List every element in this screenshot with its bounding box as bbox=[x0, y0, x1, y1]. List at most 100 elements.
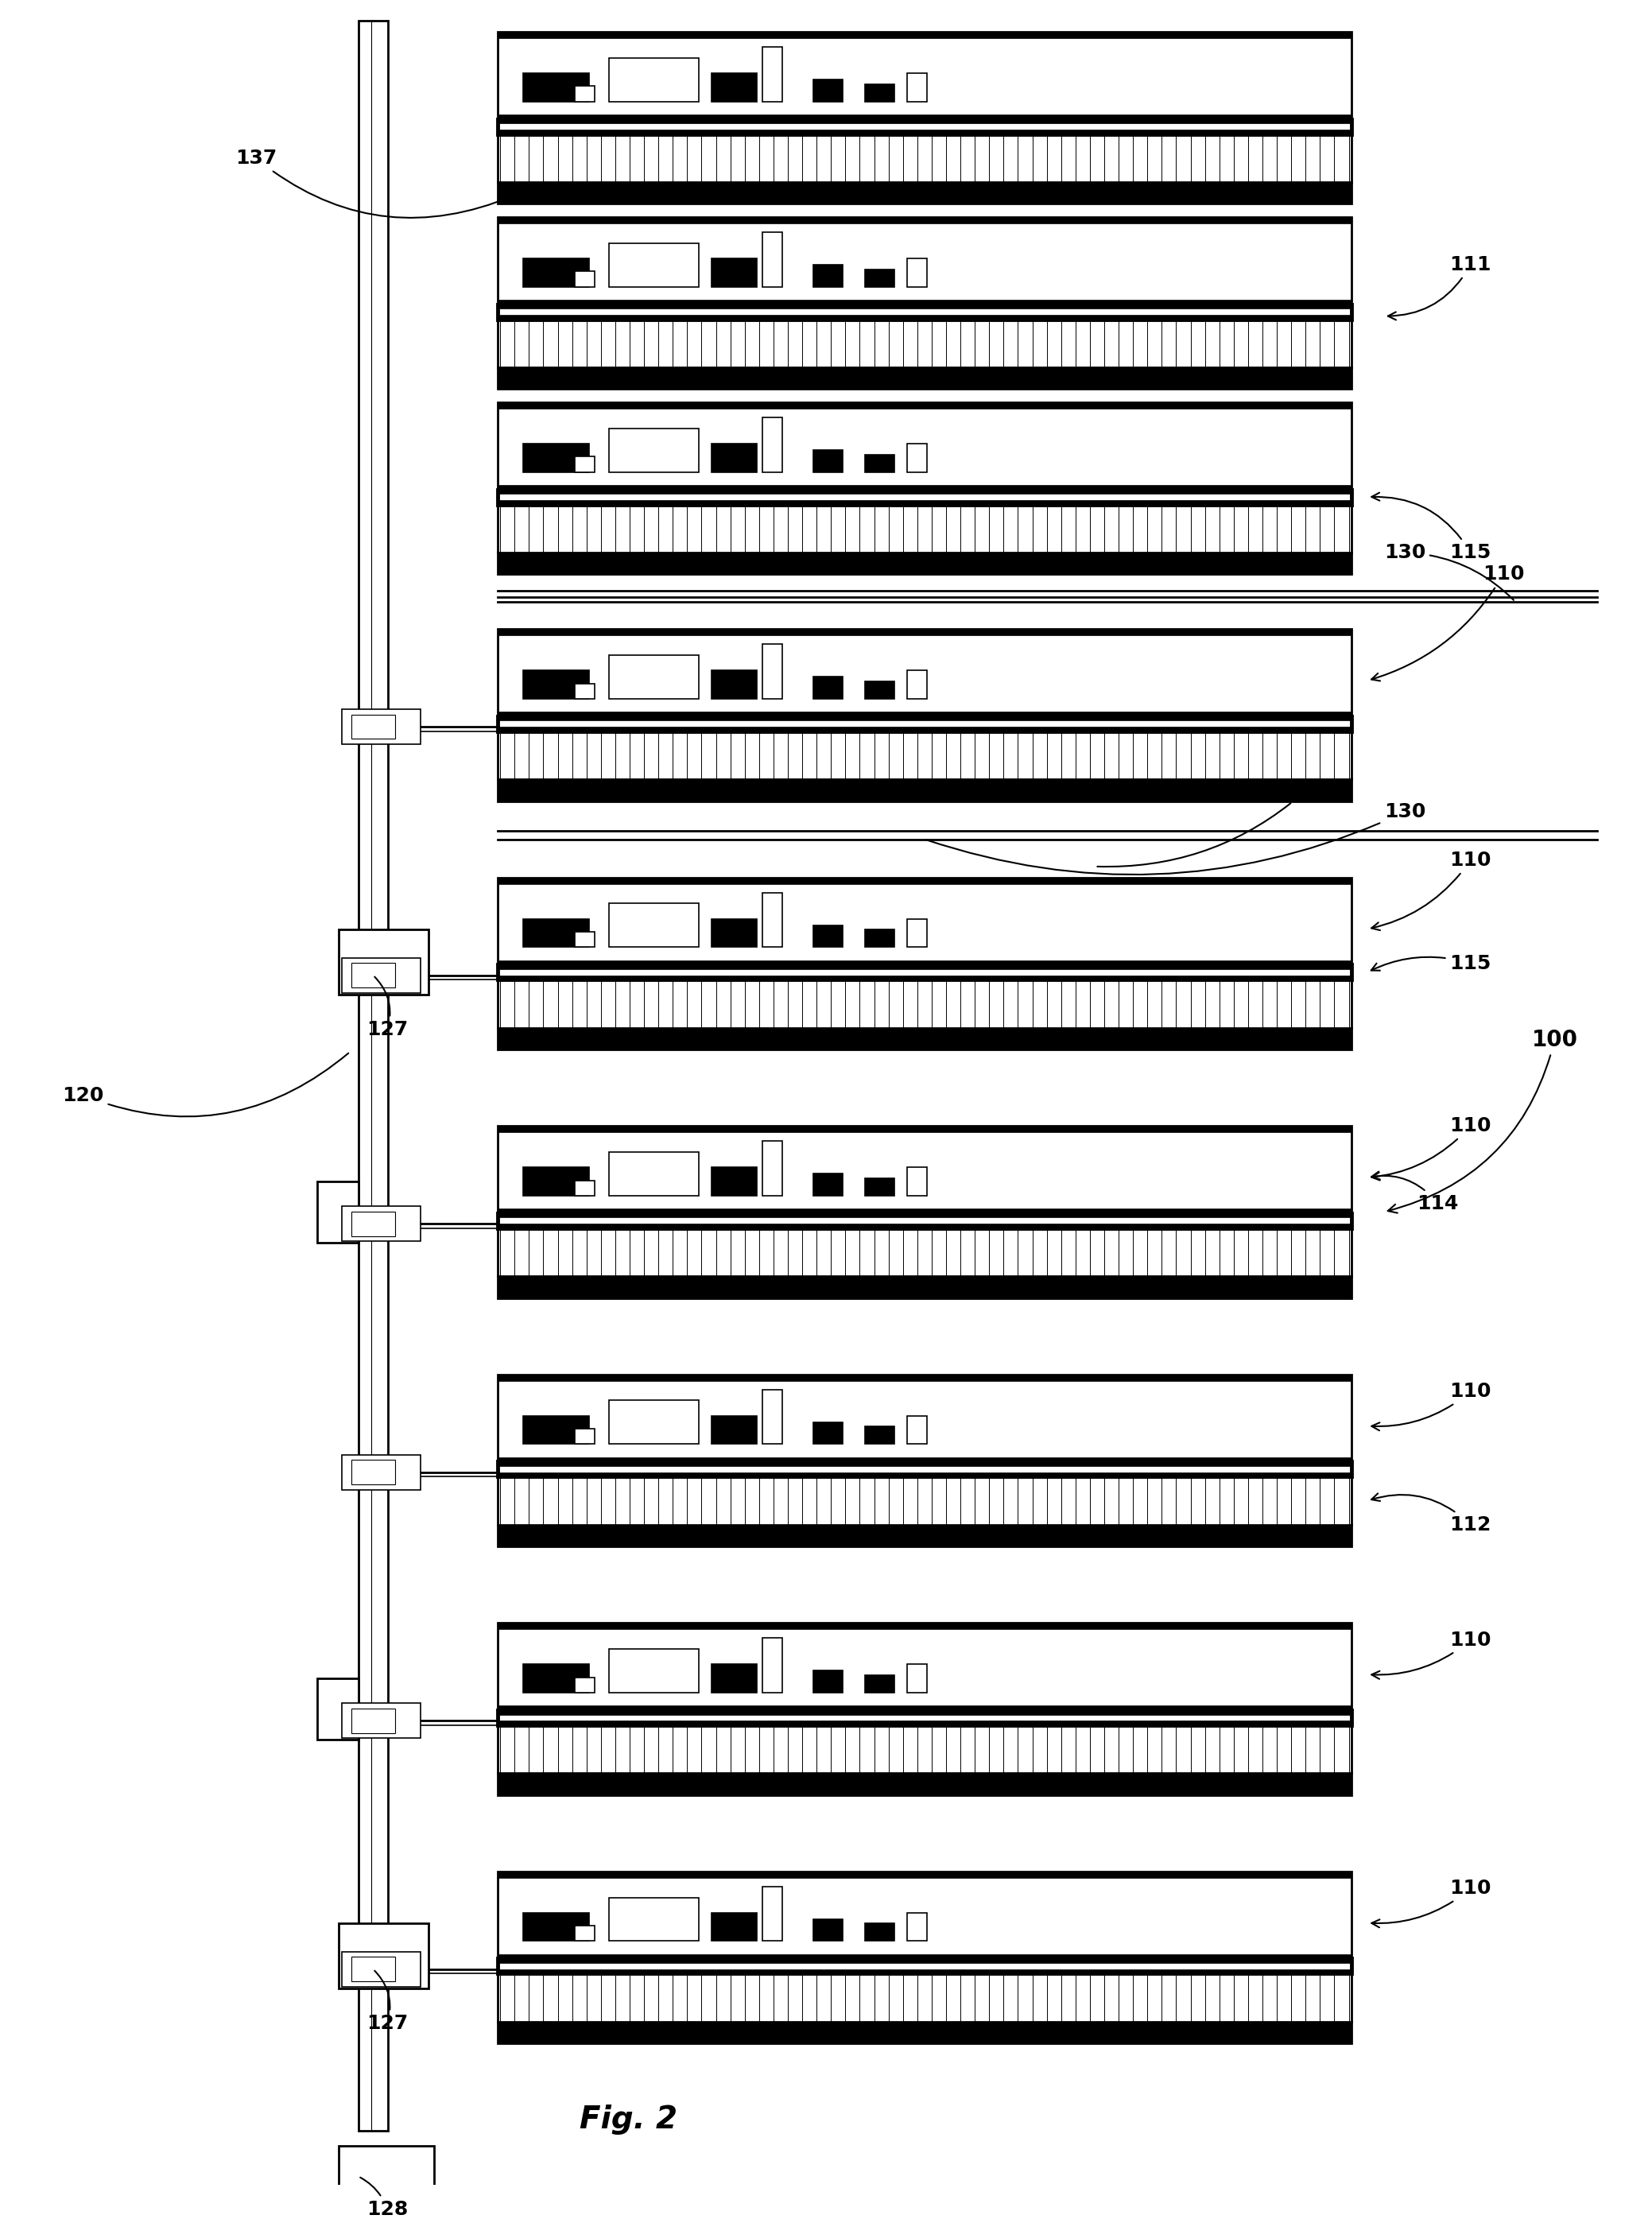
Bar bbox=[608, 1897, 699, 1942]
Bar bbox=[497, 1711, 1351, 1715]
Bar bbox=[497, 368, 1351, 388]
Bar bbox=[497, 182, 1351, 191]
Bar bbox=[497, 368, 1351, 375]
Bar bbox=[497, 1276, 1351, 1285]
Bar bbox=[497, 553, 1351, 575]
Bar bbox=[497, 31, 1351, 120]
Bar bbox=[497, 553, 1351, 575]
Bar bbox=[575, 271, 595, 286]
Bar bbox=[864, 1178, 894, 1196]
Bar bbox=[813, 1422, 843, 1445]
Bar bbox=[710, 670, 757, 699]
Bar bbox=[497, 490, 1351, 504]
Bar bbox=[497, 1968, 1351, 1973]
Bar bbox=[762, 233, 781, 286]
Bar bbox=[907, 257, 927, 286]
Bar bbox=[497, 368, 1351, 388]
Bar bbox=[524, 73, 590, 102]
Bar bbox=[339, 1924, 430, 1988]
Bar bbox=[864, 1675, 894, 1693]
Bar bbox=[497, 1773, 1351, 1795]
Bar bbox=[497, 1027, 1351, 1036]
Bar bbox=[497, 1471, 1351, 1478]
Text: 120: 120 bbox=[63, 1054, 349, 1116]
Bar bbox=[864, 268, 894, 286]
Bar bbox=[497, 182, 1351, 204]
Bar bbox=[497, 120, 1351, 124]
Bar bbox=[342, 1207, 421, 1240]
Text: 115: 115 bbox=[1371, 493, 1492, 561]
Bar bbox=[497, 1125, 1351, 1214]
Bar bbox=[352, 963, 395, 987]
Bar bbox=[497, 1959, 1351, 1964]
Bar bbox=[864, 84, 894, 102]
Bar bbox=[710, 1167, 757, 1196]
Bar bbox=[342, 1953, 421, 1986]
Bar bbox=[497, 1223, 1351, 1229]
Bar bbox=[497, 961, 1351, 965]
Bar bbox=[497, 1125, 1351, 1132]
Bar bbox=[497, 1374, 1351, 1380]
Bar bbox=[497, 628, 1351, 635]
Bar bbox=[339, 930, 430, 994]
Bar bbox=[524, 919, 590, 948]
Text: 114: 114 bbox=[1371, 1172, 1459, 1214]
Text: 110: 110 bbox=[1371, 1116, 1492, 1181]
Bar bbox=[497, 628, 1351, 717]
Bar bbox=[342, 959, 421, 992]
Bar bbox=[497, 779, 1351, 801]
Bar bbox=[575, 87, 595, 102]
Bar bbox=[608, 244, 699, 286]
Text: 115: 115 bbox=[1371, 954, 1492, 972]
Bar bbox=[497, 965, 1351, 970]
Bar bbox=[497, 877, 1351, 965]
Bar bbox=[497, 1374, 1351, 1462]
Bar bbox=[342, 710, 421, 743]
Bar bbox=[497, 1276, 1351, 1298]
Bar bbox=[352, 1212, 395, 1236]
Bar bbox=[813, 925, 843, 948]
Text: 127: 127 bbox=[367, 976, 408, 1038]
Bar bbox=[497, 1622, 1351, 1711]
Bar bbox=[497, 499, 1351, 504]
Bar bbox=[497, 1871, 1351, 1959]
Bar bbox=[524, 1416, 590, 1445]
Bar bbox=[352, 715, 395, 739]
Bar bbox=[497, 129, 1351, 133]
Bar bbox=[497, 1720, 1351, 1724]
Bar bbox=[762, 47, 781, 102]
Bar bbox=[864, 1924, 894, 1942]
Bar bbox=[813, 450, 843, 473]
Bar bbox=[497, 1955, 1351, 1959]
Bar bbox=[497, 486, 1351, 490]
Bar bbox=[907, 1913, 927, 1942]
Bar bbox=[575, 1181, 595, 1196]
Bar bbox=[497, 728, 1351, 732]
Bar bbox=[497, 2022, 1351, 2044]
Bar bbox=[710, 1664, 757, 1693]
Bar bbox=[497, 877, 1351, 883]
Bar bbox=[907, 444, 927, 473]
Text: 110: 110 bbox=[1371, 1879, 1492, 1928]
Bar bbox=[575, 932, 595, 948]
Bar bbox=[608, 655, 699, 699]
Bar bbox=[524, 1167, 590, 1196]
Text: 111: 111 bbox=[1388, 255, 1492, 320]
Bar bbox=[497, 1276, 1351, 1298]
Bar bbox=[575, 683, 595, 699]
Bar bbox=[497, 1871, 1351, 1877]
Text: 137: 137 bbox=[235, 149, 512, 217]
Bar bbox=[497, 1711, 1351, 1724]
Bar bbox=[575, 457, 595, 473]
Bar bbox=[497, 1524, 1351, 1547]
Bar bbox=[497, 1462, 1351, 1478]
Bar bbox=[710, 444, 757, 473]
Bar bbox=[813, 677, 843, 699]
Bar bbox=[497, 304, 1351, 320]
Bar bbox=[762, 1638, 781, 1693]
Bar bbox=[497, 1027, 1351, 1050]
Bar bbox=[762, 417, 781, 473]
Bar bbox=[864, 1427, 894, 1445]
Bar bbox=[497, 1959, 1351, 1973]
Bar bbox=[864, 930, 894, 948]
